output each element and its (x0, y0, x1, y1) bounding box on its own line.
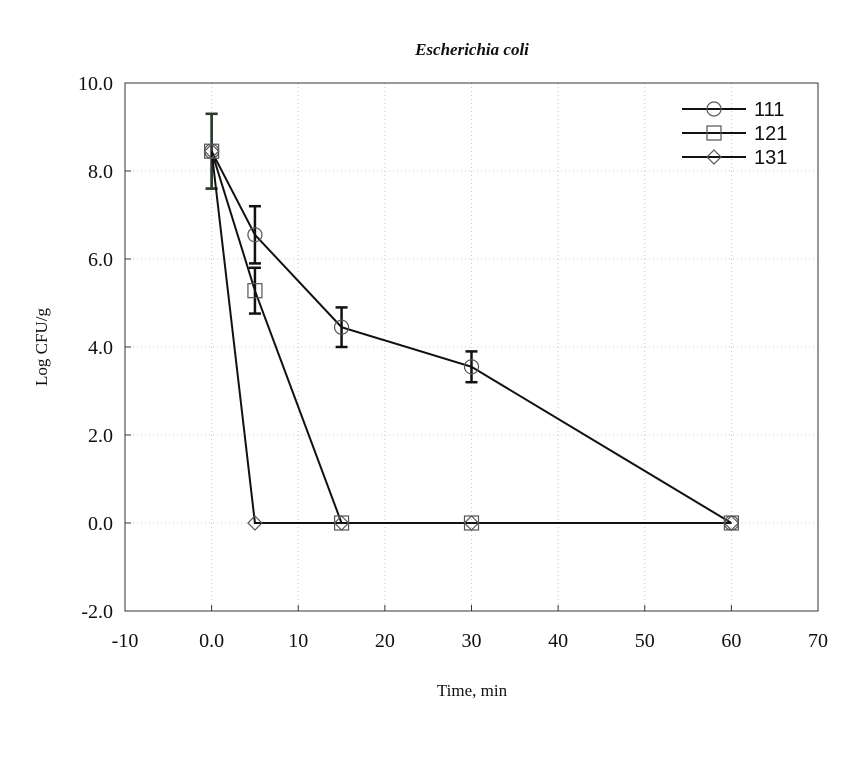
y-tick-label: 4.0 (88, 337, 113, 359)
y-tick-label: 8.0 (88, 161, 113, 183)
series-121-point (247, 283, 263, 299)
y-tick-label: 2.0 (88, 425, 113, 447)
series-111-point (333, 319, 350, 335)
series-131-point (203, 143, 220, 160)
y-axis-label: Log CFU/g (32, 308, 51, 386)
legend-label: 131 (754, 147, 787, 169)
x-tick-label: 10 (288, 630, 308, 652)
series-121 (205, 112, 732, 524)
legend-marker-diamond (706, 149, 722, 165)
legend-label: 111 (754, 99, 784, 121)
x-tick-label: 70 (808, 630, 828, 652)
x-tick-label: 60 (721, 630, 741, 652)
x-tick-label: 20 (375, 630, 395, 652)
y-tick-label: 10.0 (78, 73, 113, 95)
x-tick-label: 40 (548, 630, 568, 652)
series-131-point (247, 515, 263, 531)
x-tick-label: 0.0 (199, 630, 224, 652)
x-axis-label: Time, min (437, 681, 508, 700)
series-131-point (463, 515, 480, 531)
chart-title: Escherichia coli (414, 40, 529, 59)
x-tick-label: 50 (635, 630, 655, 652)
legend-marker-circle (706, 101, 722, 117)
series-131-point (333, 515, 350, 531)
series-131-point (723, 515, 740, 531)
legend-item-111: 111 (682, 99, 784, 121)
series-111-point (247, 227, 263, 243)
series-111 (205, 112, 732, 524)
legend-marker-square (706, 125, 722, 141)
grid-lines (125, 83, 818, 611)
y-tick-label: -2.0 (81, 601, 113, 623)
y-tick-label: 6.0 (88, 249, 113, 271)
axis-ticks: -10 0.0 10 20 30 40 50 60 70 -2.0 0.0 2.0 4.0 6.0 8.0 1… (78, 73, 828, 652)
legend-item-131: 131 (682, 147, 787, 169)
x-tick-label: 30 (462, 630, 482, 652)
series-131 (210, 151, 732, 524)
legend-item-121: 121 (682, 123, 787, 145)
y-tick-label: 0.0 (88, 513, 113, 535)
legend-label: 121 (754, 123, 787, 145)
series-layer (203, 112, 740, 531)
series-111-point (463, 359, 480, 375)
x-tick-label: -10 (112, 630, 139, 652)
series-131-line (210, 151, 732, 524)
